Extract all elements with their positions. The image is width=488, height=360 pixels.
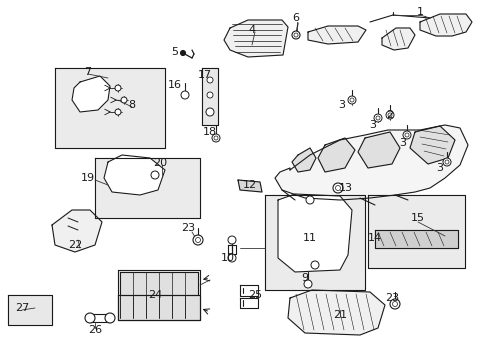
Text: 22: 22 <box>68 240 82 250</box>
Polygon shape <box>381 28 414 50</box>
Polygon shape <box>55 68 164 148</box>
Polygon shape <box>374 230 457 248</box>
Polygon shape <box>287 290 384 335</box>
Circle shape <box>392 302 397 306</box>
Polygon shape <box>357 132 399 168</box>
Circle shape <box>291 31 299 39</box>
Polygon shape <box>120 272 198 295</box>
Polygon shape <box>224 20 287 57</box>
Circle shape <box>205 108 214 116</box>
Polygon shape <box>202 68 218 125</box>
Polygon shape <box>118 295 200 320</box>
Text: 20: 20 <box>153 158 167 168</box>
Circle shape <box>442 158 450 166</box>
Text: 7: 7 <box>84 67 91 77</box>
Polygon shape <box>409 126 454 164</box>
Polygon shape <box>264 195 364 290</box>
Text: 18: 18 <box>203 127 217 137</box>
Text: 12: 12 <box>243 180 257 190</box>
Text: 14: 14 <box>367 233 381 243</box>
Text: 3: 3 <box>399 138 406 148</box>
Circle shape <box>375 116 379 120</box>
Circle shape <box>115 85 121 91</box>
Text: 25: 25 <box>247 290 262 300</box>
Polygon shape <box>291 148 315 172</box>
Text: 4: 4 <box>248 25 255 35</box>
Circle shape <box>121 97 127 103</box>
Circle shape <box>181 91 189 99</box>
Circle shape <box>293 33 297 37</box>
Circle shape <box>85 313 95 323</box>
Circle shape <box>214 136 218 140</box>
Text: 27: 27 <box>15 303 29 313</box>
Circle shape <box>212 134 220 142</box>
Circle shape <box>349 98 353 102</box>
Polygon shape <box>8 295 52 325</box>
Polygon shape <box>238 180 262 192</box>
Circle shape <box>305 196 313 204</box>
Circle shape <box>206 92 213 98</box>
Polygon shape <box>367 195 464 268</box>
Text: 2: 2 <box>386 110 393 120</box>
Polygon shape <box>317 138 354 172</box>
Polygon shape <box>118 270 200 320</box>
Circle shape <box>206 77 213 83</box>
Text: 19: 19 <box>81 173 95 183</box>
Text: 11: 11 <box>303 233 316 243</box>
Text: 9: 9 <box>301 273 308 283</box>
Circle shape <box>227 236 236 244</box>
Text: 8: 8 <box>128 100 135 110</box>
Circle shape <box>335 185 340 190</box>
Polygon shape <box>104 155 164 195</box>
Text: 15: 15 <box>410 213 424 223</box>
Circle shape <box>180 50 185 55</box>
Circle shape <box>402 131 410 139</box>
Text: 1: 1 <box>416 7 423 17</box>
Circle shape <box>444 160 448 164</box>
Circle shape <box>115 109 121 115</box>
Circle shape <box>151 171 159 179</box>
Polygon shape <box>227 245 236 254</box>
Text: 17: 17 <box>198 70 212 80</box>
Circle shape <box>193 235 203 245</box>
Text: 23: 23 <box>384 293 398 303</box>
Text: 3: 3 <box>338 100 345 110</box>
Text: 3: 3 <box>436 163 443 173</box>
Polygon shape <box>240 285 258 296</box>
Polygon shape <box>240 298 258 308</box>
Polygon shape <box>307 26 365 44</box>
Text: 21: 21 <box>332 310 346 320</box>
Polygon shape <box>72 76 110 112</box>
Circle shape <box>385 111 393 119</box>
Polygon shape <box>274 125 467 200</box>
Text: 5: 5 <box>171 47 178 57</box>
Circle shape <box>304 280 311 288</box>
Text: 3: 3 <box>369 120 376 130</box>
Circle shape <box>227 254 236 262</box>
Polygon shape <box>52 210 102 252</box>
Text: 10: 10 <box>221 253 235 263</box>
Polygon shape <box>419 14 471 36</box>
Polygon shape <box>95 158 200 218</box>
Text: 23: 23 <box>181 223 195 233</box>
Text: 24: 24 <box>147 290 162 300</box>
Text: 26: 26 <box>88 325 102 335</box>
Circle shape <box>389 299 399 309</box>
Circle shape <box>195 238 200 243</box>
Polygon shape <box>278 194 351 272</box>
Text: 16: 16 <box>168 80 182 90</box>
Text: 6: 6 <box>292 13 299 23</box>
Text: 13: 13 <box>338 183 352 193</box>
Circle shape <box>404 133 408 137</box>
Circle shape <box>387 113 391 117</box>
Circle shape <box>332 183 342 193</box>
Circle shape <box>310 261 318 269</box>
Circle shape <box>105 313 115 323</box>
Circle shape <box>347 96 355 104</box>
Circle shape <box>373 114 381 122</box>
